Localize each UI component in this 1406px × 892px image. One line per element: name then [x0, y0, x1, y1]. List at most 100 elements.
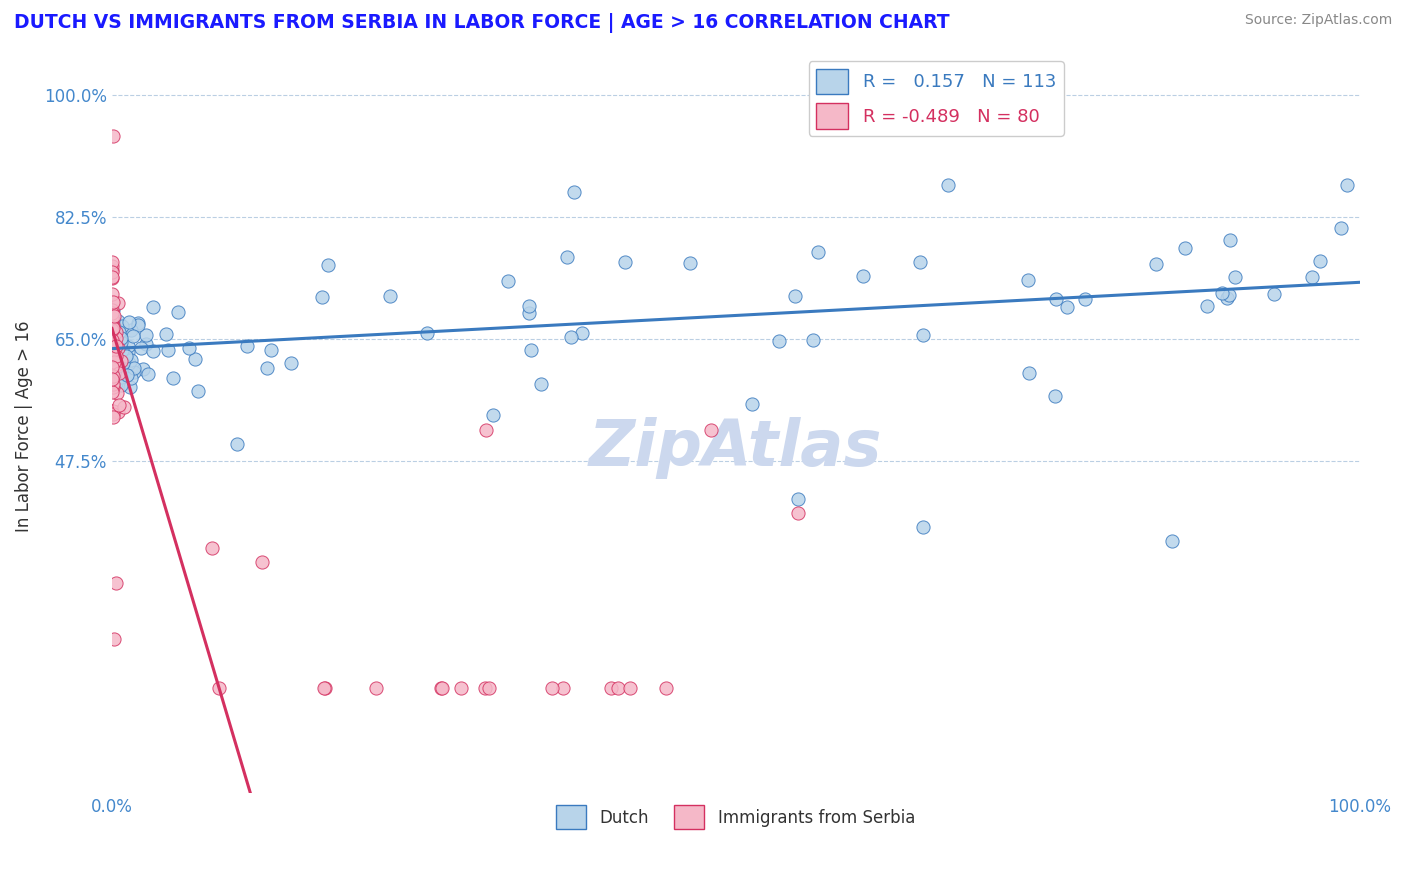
Point — [364, 681, 387, 695]
Point — [201, 541, 224, 556]
Point — [104, 576, 127, 591]
Point — [103, 309, 125, 323]
Point — [179, 341, 201, 355]
Point — [120, 371, 142, 385]
Point — [101, 359, 124, 374]
Point — [1161, 534, 1184, 549]
Point — [107, 359, 129, 373]
Point — [101, 385, 124, 400]
Point — [107, 405, 129, 419]
Point — [122, 365, 145, 379]
Point — [312, 681, 335, 695]
Point — [104, 331, 127, 345]
Point — [1017, 273, 1039, 287]
Point — [606, 681, 628, 695]
Point — [101, 269, 124, 284]
Text: ZipAtlas: ZipAtlas — [589, 417, 883, 479]
Point — [1195, 299, 1218, 313]
Point — [936, 178, 959, 193]
Point — [118, 315, 141, 329]
Point — [1218, 288, 1240, 302]
Point — [1056, 301, 1078, 315]
Point — [108, 366, 131, 380]
Point — [127, 316, 149, 330]
Point — [101, 265, 124, 279]
Point — [132, 362, 155, 376]
Point — [432, 681, 454, 695]
Point — [187, 384, 209, 398]
Point — [118, 356, 141, 370]
Point — [103, 336, 125, 351]
Point — [108, 331, 131, 345]
Point — [111, 356, 134, 370]
Point — [101, 379, 124, 393]
Point — [101, 368, 124, 383]
Text: Source: ZipAtlas.com: Source: ZipAtlas.com — [1244, 13, 1392, 28]
Point — [101, 379, 124, 393]
Point — [142, 300, 165, 314]
Point — [101, 318, 124, 332]
Point — [555, 251, 578, 265]
Point — [104, 339, 127, 353]
Point — [101, 254, 124, 268]
Point — [1211, 286, 1233, 301]
Point — [108, 350, 131, 364]
Point — [1174, 241, 1197, 255]
Point — [530, 376, 553, 391]
Point — [1045, 292, 1067, 306]
Point — [101, 318, 124, 333]
Point — [316, 258, 339, 272]
Point — [807, 244, 830, 259]
Point — [768, 334, 790, 348]
Point — [256, 360, 278, 375]
Point — [811, 122, 834, 136]
Point — [553, 681, 575, 695]
Point — [142, 344, 165, 359]
Point — [101, 336, 124, 351]
Point — [129, 341, 152, 355]
Point — [103, 342, 125, 356]
Point — [155, 327, 177, 342]
Point — [1336, 178, 1358, 193]
Point — [1263, 287, 1285, 301]
Point — [127, 318, 149, 333]
Point — [122, 329, 145, 343]
Point — [111, 367, 134, 381]
Point — [110, 354, 132, 368]
Point — [314, 681, 336, 695]
Point — [236, 339, 259, 353]
Point — [101, 379, 124, 393]
Point — [741, 396, 763, 410]
Point — [101, 262, 124, 277]
Point — [101, 404, 124, 418]
Point — [107, 359, 129, 373]
Point — [571, 326, 593, 340]
Point — [378, 289, 401, 303]
Point — [520, 343, 543, 357]
Point — [101, 356, 124, 370]
Point — [110, 334, 132, 349]
Point — [908, 255, 931, 269]
Point — [787, 507, 810, 521]
Point — [101, 259, 124, 273]
Point — [101, 359, 124, 374]
Point — [111, 343, 134, 357]
Point — [101, 302, 124, 317]
Point — [184, 352, 207, 367]
Point — [783, 289, 806, 303]
Point — [801, 333, 824, 347]
Point — [108, 325, 131, 339]
Point — [1309, 254, 1331, 268]
Point — [101, 333, 124, 347]
Point — [110, 377, 132, 392]
Point — [787, 492, 810, 507]
Point — [110, 331, 132, 345]
Point — [104, 351, 127, 365]
Point — [120, 353, 142, 368]
Point — [101, 324, 124, 338]
Point — [852, 269, 875, 284]
Point — [474, 681, 496, 695]
Point — [600, 681, 623, 695]
Point — [101, 311, 124, 326]
Point — [208, 681, 231, 695]
